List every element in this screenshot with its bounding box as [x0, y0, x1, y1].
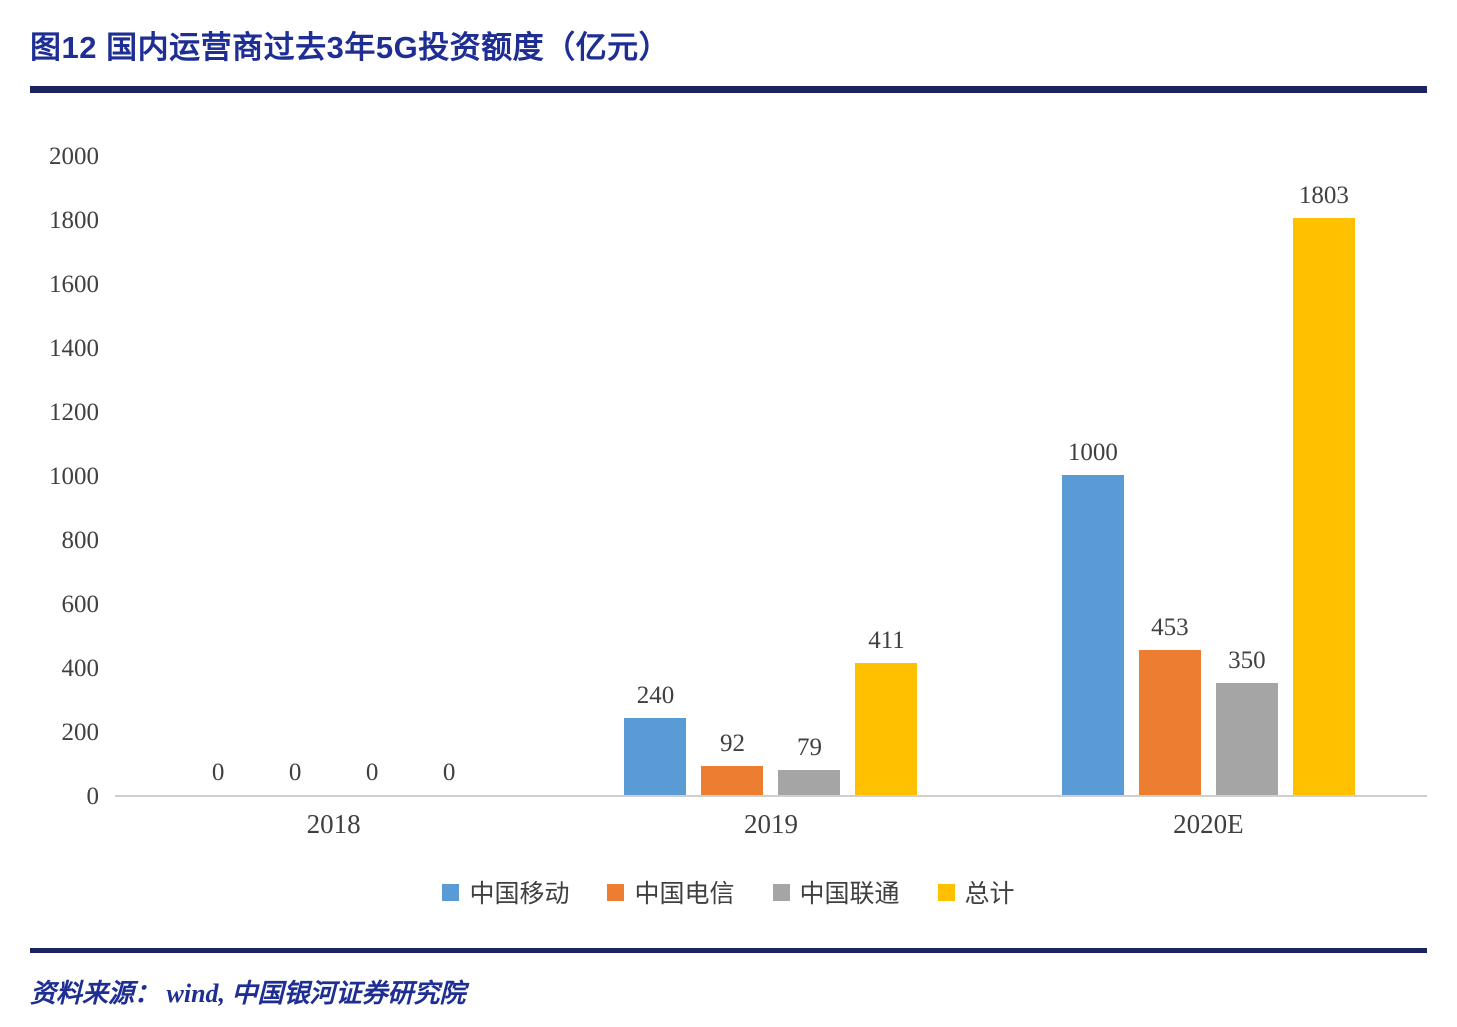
bar-slot: 240	[624, 155, 687, 795]
legend-label: 中国电信	[634, 881, 735, 908]
bar-slot: 0	[418, 155, 480, 795]
bar-value-label: 0	[442, 759, 456, 786]
bar-slot: 92	[701, 155, 764, 795]
footer-divider	[30, 948, 1427, 953]
bar-value-label: 79	[796, 734, 822, 761]
bar-value-label: 411	[868, 627, 905, 654]
y-tick-label: 200	[61, 719, 100, 746]
legend-swatch-icon	[442, 883, 460, 901]
x-axis-label-2020E: 2020E	[1173, 809, 1244, 839]
bar-value-label: 1000	[1067, 439, 1118, 466]
bar-value-label: 240	[636, 682, 675, 709]
title-divider	[30, 86, 1427, 93]
legend-label: 中国移动	[469, 881, 570, 908]
source-note: 资料来源： wind, 中国银河证券研究院	[30, 979, 466, 1008]
legend-swatch-icon	[607, 883, 625, 901]
y-tick-label: 1000	[49, 463, 99, 490]
bar-总计-2019	[855, 663, 918, 795]
legend-item-总计: 总计	[937, 874, 1015, 910]
x-axis: 2018 2019 2020E	[115, 809, 1427, 840]
bar-value-label: 350	[1228, 647, 1266, 674]
legend-label: 总计	[964, 881, 1015, 908]
bar-中国移动-2020E	[1061, 475, 1124, 795]
y-tick-label: 600	[61, 591, 100, 618]
x-axis-label-2019: 2019	[743, 809, 798, 839]
legend-item-中国电信: 中国电信	[607, 874, 735, 910]
bar-group-2020E: 1000 453 350 1803	[990, 155, 1427, 795]
y-axis: 0 200 400 600 800 1000 1200 1400 1600 1800 2000	[30, 143, 115, 810]
chart-title: 图12 国内运营商过去3年5G投资额度（亿元）	[30, 30, 671, 65]
bar-slot: 0	[341, 155, 403, 795]
bar-中国电信-2020E	[1138, 650, 1201, 795]
y-tick-label: 1200	[49, 399, 99, 426]
bar-value-label: 0	[288, 759, 302, 786]
legend-label: 中国联通	[799, 881, 900, 908]
bar-value-label: 92	[719, 730, 745, 757]
bar-slot: 453	[1138, 155, 1201, 795]
bar-中国电信-2019	[701, 766, 764, 795]
legend-swatch-icon	[937, 883, 955, 901]
y-tick-label: 800	[61, 527, 100, 554]
y-tick-label: 400	[61, 655, 100, 682]
x-axis-label-2018: 2018	[306, 809, 361, 839]
bar-总计-2020E	[1292, 218, 1355, 795]
y-tick-label: 2000	[49, 143, 99, 170]
bar-slot: 79	[778, 155, 841, 795]
bar-value-label: 0	[365, 759, 379, 786]
bar-value-label: 0	[211, 759, 225, 786]
bar-slot: 1000	[1061, 155, 1124, 795]
bar-value-label: 453	[1151, 614, 1189, 641]
y-tick-label: 0	[86, 783, 100, 810]
bar-group-2018: 0 0 0 0	[115, 155, 552, 795]
bar-中国联通-2019	[778, 770, 841, 795]
y-tick-label: 1800	[49, 207, 99, 234]
bar-slot: 0	[264, 155, 326, 795]
y-tick-label: 1400	[49, 335, 99, 362]
plot-area: 0 0 0 0 240 92 79 411 1000 453 350 1803	[115, 155, 1427, 797]
bar-中国联通-2020E	[1215, 683, 1278, 795]
legend-swatch-icon	[772, 883, 790, 901]
bar-中国移动-2019	[624, 718, 687, 795]
bar-slot: 1803	[1292, 155, 1355, 795]
bar-value-label: 1803	[1298, 182, 1349, 209]
bar-slot: 0	[187, 155, 249, 795]
legend-item-中国联通: 中国联通	[772, 874, 900, 910]
bar-slot: 411	[855, 155, 918, 795]
y-tick-label: 1600	[49, 271, 99, 298]
bar-slot: 350	[1215, 155, 1278, 795]
legend-item-中国移动: 中国移动	[442, 874, 569, 910]
bar-group-2019: 240 92 79 411	[552, 155, 989, 795]
legend: 中国移动 中国电信 中国联通 总计	[30, 874, 1427, 910]
